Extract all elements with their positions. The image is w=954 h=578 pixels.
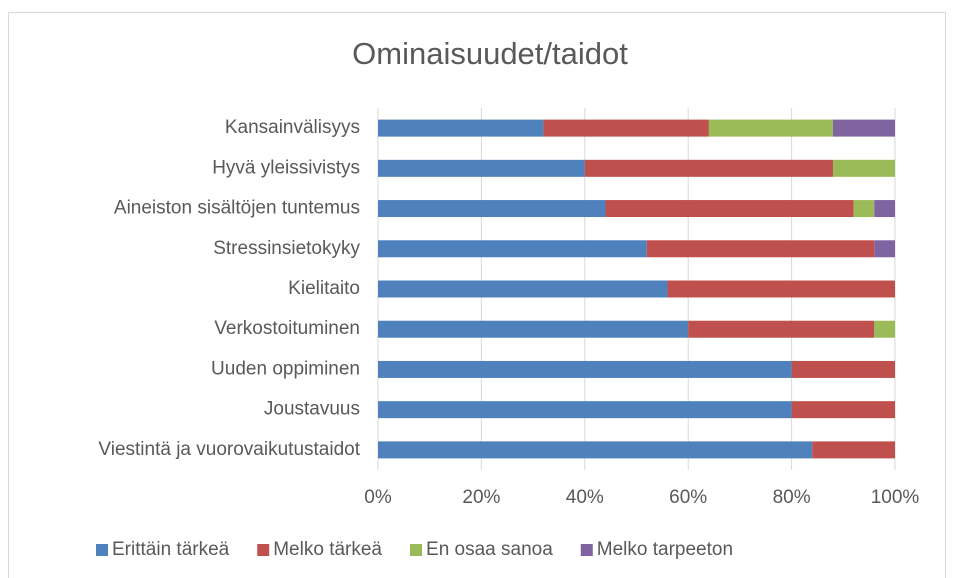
y-tick-label: Kielitaito bbox=[288, 278, 360, 299]
bar-segment bbox=[874, 240, 895, 258]
x-tick-label: 80% bbox=[773, 487, 811, 508]
legend-swatch bbox=[580, 544, 593, 556]
legend-swatch bbox=[96, 544, 108, 556]
y-tick-label: Hyvä yleissivistys bbox=[212, 157, 360, 178]
legend-swatch bbox=[410, 544, 423, 556]
bar-segment bbox=[378, 360, 792, 378]
bar-segment bbox=[688, 320, 875, 338]
bar-segment bbox=[874, 320, 895, 338]
legend-swatch bbox=[257, 544, 270, 556]
bar-segment bbox=[646, 240, 875, 258]
x-tick-label: 0% bbox=[364, 487, 392, 508]
x-tick-label: 100% bbox=[871, 487, 920, 508]
y-tick-label: Verkostoituminen bbox=[214, 318, 360, 339]
legend-label: Melko tärkeä bbox=[273, 539, 382, 560]
bar-segment bbox=[378, 441, 813, 459]
chart-title: Ominaisuudet/taidot bbox=[352, 36, 628, 71]
bar-segment bbox=[378, 119, 544, 137]
bar-segment bbox=[378, 240, 647, 258]
bar-segment bbox=[832, 159, 895, 177]
bar-segment bbox=[378, 320, 689, 338]
bar-segment bbox=[378, 280, 668, 298]
y-tick-label: Aineiston sisältöjen tuntemus bbox=[114, 198, 360, 219]
y-tick-label: Viestintä ja vuorovaikutustaidot bbox=[98, 439, 360, 460]
legend-label: En osaa sanoa bbox=[426, 539, 553, 560]
bar-segment bbox=[874, 200, 895, 218]
bar-segment bbox=[378, 401, 792, 419]
y-tick-label: Kansainvälisyys bbox=[225, 117, 360, 138]
bar-segment bbox=[708, 119, 833, 137]
bar-segment bbox=[791, 401, 895, 419]
bar-segment bbox=[667, 280, 895, 298]
legend-label: Erittäin tärkeä bbox=[112, 539, 230, 560]
bar-segment bbox=[584, 159, 833, 177]
legend-label: Melko tarpeeton bbox=[597, 539, 733, 560]
bar-segment bbox=[378, 200, 606, 218]
bar-segment bbox=[853, 200, 875, 218]
bar-segment bbox=[543, 119, 709, 137]
bar-segment bbox=[605, 200, 854, 218]
bar-segment bbox=[812, 441, 895, 459]
x-tick-label: 20% bbox=[462, 487, 500, 508]
y-tick-label: Uuden oppiminen bbox=[211, 358, 360, 379]
x-tick-label: 40% bbox=[566, 487, 604, 508]
x-tick-label: 60% bbox=[669, 487, 707, 508]
bar-segment bbox=[832, 119, 895, 137]
bar-segment bbox=[791, 360, 895, 378]
bar-segment bbox=[378, 159, 585, 177]
y-tick-label: Joustavuus bbox=[264, 399, 360, 420]
y-tick-label: Stressinsietokyky bbox=[213, 238, 360, 259]
